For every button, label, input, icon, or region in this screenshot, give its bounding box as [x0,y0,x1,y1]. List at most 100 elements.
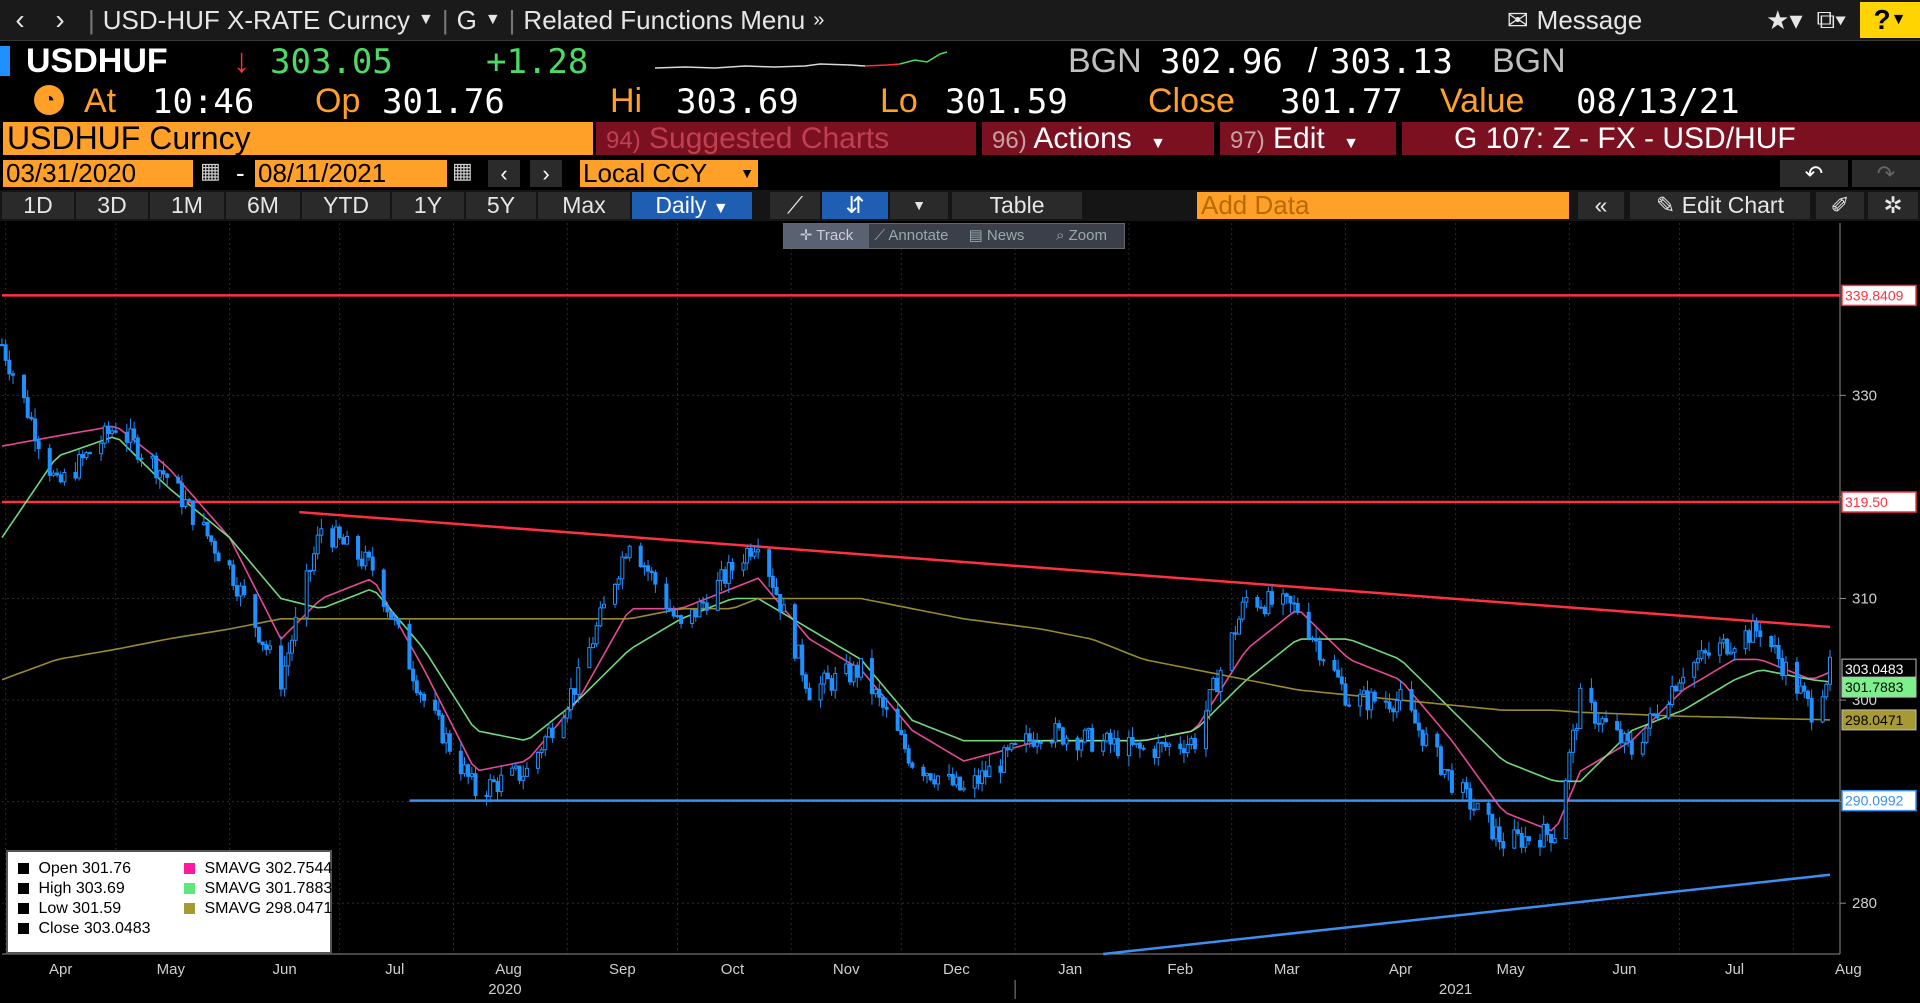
candle-body [1692,662,1697,678]
candle-body [855,664,860,678]
candle-body [1398,688,1403,702]
candle-body [983,770,988,778]
redo-button[interactable]: ↷ [1852,160,1920,187]
security-name[interactable]: USDHUF Curncy [3,122,593,155]
candle-body [693,609,698,618]
period-5y-button[interactable]: 5Y [466,192,536,219]
period-6m-button[interactable]: 6M [226,192,300,219]
candle-body [418,692,423,695]
period-ytd-button[interactable]: YTD [302,192,390,219]
edit-settings-icon[interactable]: ✐ [1816,192,1864,219]
period-toolbar: 1D 3D 1M 6M YTD 1Y 5Y Max Daily ▼ ⟋ ⇵ ▼ … [0,190,1920,221]
actions-menu[interactable]: 96) Actions ▼ [982,122,1214,155]
track-tool[interactable]: ✛ Track [784,224,869,248]
y-tick-label: 310 [1852,591,1877,608]
candle-body [36,440,41,450]
candle-body [1336,669,1341,678]
gauge-icon[interactable]: ◔ [34,85,64,115]
line-chart-button[interactable]: ⟋ [770,192,820,219]
candle-body [458,750,463,775]
candle-body [469,773,474,777]
candle-body [1134,742,1139,745]
candle-body [1112,738,1117,745]
window-icon[interactable]: ⧉▾ [1816,4,1846,34]
candle-body [1343,683,1348,706]
back-button[interactable]: ‹ [15,4,25,35]
candle-body [1717,642,1722,656]
candle-body [620,556,625,580]
candle-body [690,609,695,624]
annotate-tool[interactable]: ⟋ Annotate [874,227,949,244]
chart-type-dropdown[interactable]: ▼ [890,192,948,219]
candle-body [921,766,926,777]
candle-body [1420,729,1425,746]
candle-body [1828,656,1832,685]
chart-legend[interactable]: Open 301.76 High 303.69 Low 301.59 Close… [6,850,332,954]
quote-detail-row: ◔ At 10:46 Op 301.76 Hi 303.69 Lo 301.59… [0,82,1920,122]
candle-body [1490,813,1495,840]
candle-body [1306,611,1311,639]
edit-label: Edit [1273,122,1325,155]
table-button[interactable]: Table [952,192,1082,219]
undo-button[interactable]: ↶ [1780,160,1848,187]
price-chart[interactable]: 280290300310320330 Apr May Jun Jul Aug Sep Oct… [0,223,1920,1003]
frequency-select[interactable]: Daily ▼ [632,192,752,219]
legend-close-label: Close [38,920,80,937]
related-functions-menu[interactable]: Related Functions Menu » [523,5,824,36]
candle-body [1442,768,1447,775]
candle-body [1703,650,1708,654]
end-date-field[interactable]: 08/11/2021 [255,160,447,187]
x-month-label: Jun [1612,961,1636,978]
suggested-charts-button[interactable]: 94) Suggested Charts [596,122,976,155]
previous-range-button[interactable]: ‹ [488,160,520,187]
candle-body [392,618,397,621]
news-tool[interactable]: ▤ News [968,227,1025,244]
gear-icon[interactable]: ✲ [1868,192,1918,219]
period-1d-button[interactable]: 1D [2,192,74,219]
ask-price: 303.13 [1330,42,1453,82]
legend-sma-long: SMAVG 298.0471 [184,900,332,918]
period-max-button[interactable]: Max [538,192,630,219]
candle-body [1079,741,1084,751]
next-range-button[interactable]: › [530,160,562,187]
star-icon[interactable]: ★▾ [1766,4,1803,35]
security-menu[interactable]: USD-HUF X-RATE Curncy ▼ [103,5,434,36]
candle-body [1783,661,1788,677]
end-date-value: 08/11/2021 [258,158,387,188]
function-menu[interactable]: G ▼ [457,5,501,36]
candle-body [858,658,863,678]
period-1y-button[interactable]: 1Y [392,192,464,219]
candlestick-chart-button[interactable]: ⇵ [822,192,888,219]
add-data-input[interactable]: Add Data [1197,192,1569,219]
candle-body [1644,727,1649,743]
candle-body [1126,736,1131,757]
message-button[interactable]: ✉ Message [1507,5,1642,36]
edit-chart-button[interactable]: ✎ Edit Chart [1630,192,1810,219]
candle-body [1651,713,1656,716]
news-label: News [986,227,1025,244]
help-button[interactable]: ? ▼ [1860,2,1920,38]
calendar-icon[interactable]: ▦ [452,158,473,183]
candle-body [594,625,599,645]
edit-menu[interactable]: 97) Edit ▼ [1220,122,1396,155]
start-date-field[interactable]: 03/31/2020 [3,160,193,187]
candle-body [895,708,900,731]
quote-row: USDHUF ↓ 303.05 +1.28 BGN 302.96 / 303.1… [0,42,1920,82]
candle-body [234,585,239,597]
currency-select[interactable]: Local CCY ▼ [580,160,758,187]
candle-body [1365,690,1370,711]
forward-button[interactable]: › [55,4,65,35]
zoom-tool[interactable]: ⌕ Zoom [1056,227,1107,244]
candle-body [1593,701,1598,724]
calendar-icon[interactable]: ▦ [200,158,221,183]
x-month-label: May [157,961,186,978]
net-change: +1.28 [486,42,589,82]
candle-body [1332,659,1337,671]
period-3d-button[interactable]: 3D [76,192,148,219]
candle-body [1310,637,1315,640]
candle-body [1618,729,1623,744]
collapse-icon[interactable]: « [1578,192,1624,219]
candle-body [1527,836,1532,841]
period-1m-button[interactable]: 1M [150,192,224,219]
candle-body [1460,782,1465,793]
